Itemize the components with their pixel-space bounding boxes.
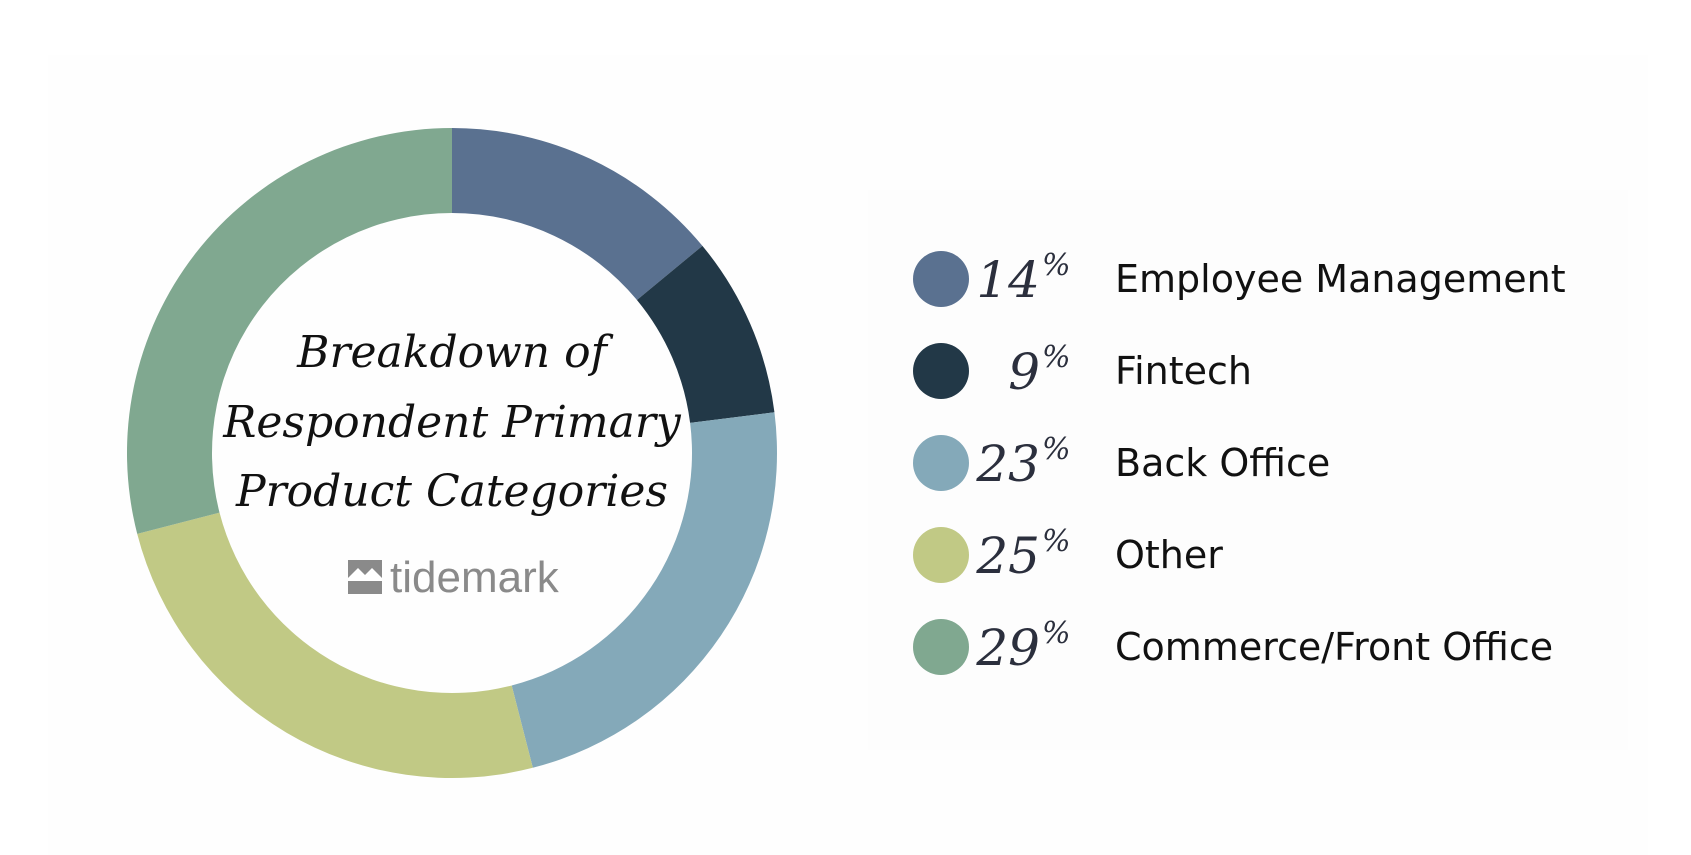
legend-swatch bbox=[913, 343, 969, 399]
legend-swatch bbox=[913, 619, 969, 675]
legend-panel bbox=[868, 190, 1628, 750]
legend: 14% Employee Management 9% Fintech 23% Back O… bbox=[913, 248, 1566, 677]
legend-percent-sign: % bbox=[1042, 616, 1071, 651]
legend-item-employee-management: 14% Employee Management bbox=[913, 248, 1566, 309]
donut-slices bbox=[126, 128, 777, 778]
legend-item-back-office: 23% Back Office bbox=[913, 432, 1330, 493]
legend-percent: 25 bbox=[975, 527, 1040, 585]
tidemark-logo: tidemark bbox=[348, 553, 560, 602]
legend-percent-sign: % bbox=[1042, 432, 1071, 467]
legend-swatch bbox=[913, 435, 969, 491]
legend-swatch bbox=[913, 527, 969, 583]
legend-percent: 14 bbox=[976, 251, 1040, 309]
slice-other bbox=[137, 512, 533, 778]
legend-label: Fintech bbox=[1115, 349, 1252, 393]
tidemark-logo-icon bbox=[348, 560, 382, 594]
slice-commerce-front-office bbox=[126, 128, 452, 534]
slice-back-office bbox=[511, 412, 777, 768]
legend-item-commerce-front-office: 29% Commerce/Front Office bbox=[913, 616, 1553, 677]
legend-percent: 23 bbox=[975, 435, 1040, 493]
legend-percent-sign: % bbox=[1042, 340, 1071, 375]
chart-title: Breakdown of Respondent Primary Product … bbox=[222, 327, 682, 517]
legend-item-other: 25% Other bbox=[913, 524, 1223, 585]
title-line-1: Breakdown of bbox=[296, 327, 613, 378]
legend-percent-sign: % bbox=[1042, 248, 1071, 283]
slice-employee-management bbox=[452, 128, 703, 301]
legend-percent-sign: % bbox=[1042, 524, 1071, 559]
slice-fintech bbox=[636, 245, 775, 423]
legend-label: Back Office bbox=[1115, 441, 1330, 485]
legend-percent: 9 bbox=[1008, 343, 1040, 401]
title-line-3: Product Categories bbox=[235, 466, 668, 517]
title-line-2: Respondent Primary bbox=[222, 397, 682, 448]
legend-item-fintech: 9% Fintech bbox=[913, 340, 1252, 401]
legend-label: Commerce/Front Office bbox=[1115, 625, 1553, 669]
legend-label: Employee Management bbox=[1115, 257, 1566, 301]
legend-percent: 29 bbox=[975, 619, 1040, 677]
legend-label: Other bbox=[1115, 533, 1223, 577]
legend-swatch bbox=[913, 251, 969, 307]
tidemark-logo-text: tidemark bbox=[390, 553, 560, 602]
